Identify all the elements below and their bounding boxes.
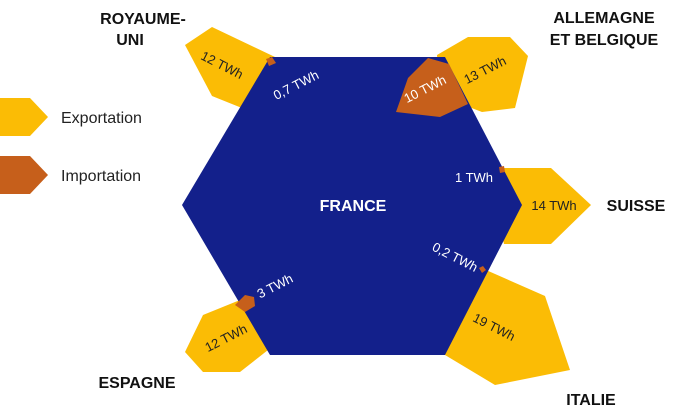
uk-name-line2: UNI bbox=[116, 32, 144, 49]
it-import-marker bbox=[479, 266, 486, 273]
de-be-name-line1: ALLEMAGNE bbox=[553, 10, 655, 27]
legend-import-label: Importation bbox=[61, 168, 141, 185]
legend-import-arrow bbox=[0, 156, 48, 194]
ch-export-arrow bbox=[495, 168, 591, 244]
it-name: ITALIE bbox=[566, 392, 616, 409]
legend-export-label: Exportation bbox=[61, 110, 142, 127]
ch-import-marker bbox=[499, 166, 505, 173]
ch-import-value: 1 TWh bbox=[455, 170, 493, 185]
ch-name: SUISSE bbox=[607, 198, 666, 215]
france-hexagon bbox=[182, 57, 522, 355]
uk-name-line1: ROYAUME- bbox=[100, 11, 186, 28]
es-export-arrow bbox=[185, 300, 268, 372]
ch-export-value: 14 TWh bbox=[531, 198, 576, 213]
de-be-import-arrow bbox=[396, 58, 468, 117]
es-import-arrow bbox=[235, 295, 255, 312]
de-be-name-line2: ET BELGIQUE bbox=[550, 32, 659, 49]
france-label: FRANCE bbox=[320, 198, 387, 215]
uk-import-marker bbox=[266, 57, 276, 66]
legend-export-arrow bbox=[0, 98, 48, 136]
es-name: ESPAGNE bbox=[98, 375, 175, 392]
